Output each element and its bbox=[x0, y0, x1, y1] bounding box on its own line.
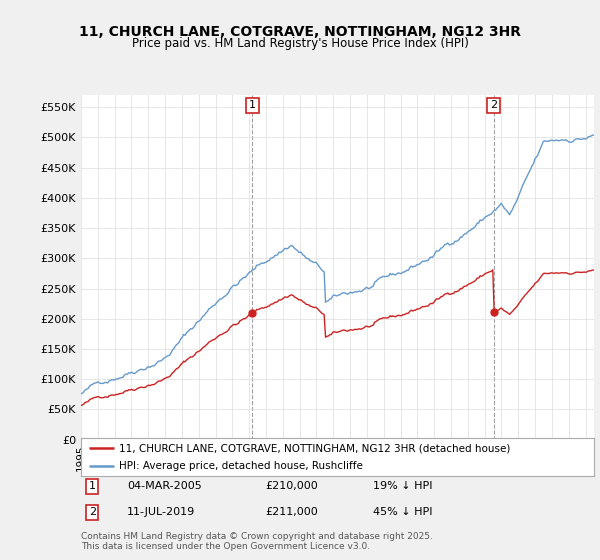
Text: 45% ↓ HPI: 45% ↓ HPI bbox=[373, 507, 433, 517]
Text: 2: 2 bbox=[89, 507, 96, 517]
Text: 11, CHURCH LANE, COTGRAVE, NOTTINGHAM, NG12 3HR: 11, CHURCH LANE, COTGRAVE, NOTTINGHAM, N… bbox=[79, 26, 521, 39]
Text: HPI: Average price, detached house, Rushcliffe: HPI: Average price, detached house, Rush… bbox=[119, 461, 364, 471]
Text: Contains HM Land Registry data © Crown copyright and database right 2025.
This d: Contains HM Land Registry data © Crown c… bbox=[81, 532, 433, 552]
Text: 11-JUL-2019: 11-JUL-2019 bbox=[127, 507, 196, 517]
Text: 1: 1 bbox=[89, 481, 96, 491]
Text: 2: 2 bbox=[490, 100, 497, 110]
Text: £211,000: £211,000 bbox=[266, 507, 319, 517]
Text: 11, CHURCH LANE, COTGRAVE, NOTTINGHAM, NG12 3HR (detached house): 11, CHURCH LANE, COTGRAVE, NOTTINGHAM, N… bbox=[119, 443, 511, 453]
Text: 04-MAR-2005: 04-MAR-2005 bbox=[127, 481, 202, 491]
Text: 19% ↓ HPI: 19% ↓ HPI bbox=[373, 481, 433, 491]
Text: £210,000: £210,000 bbox=[266, 481, 319, 491]
Text: Price paid vs. HM Land Registry's House Price Index (HPI): Price paid vs. HM Land Registry's House … bbox=[131, 37, 469, 50]
Text: 1: 1 bbox=[249, 100, 256, 110]
